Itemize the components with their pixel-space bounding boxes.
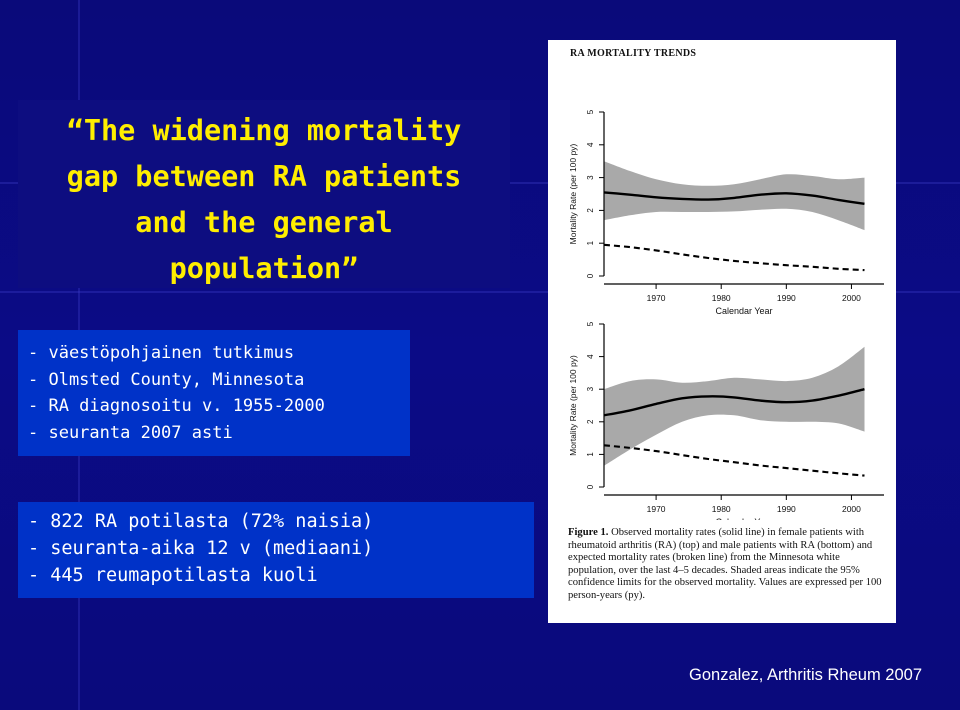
y-tick-label: 5 — [586, 321, 595, 326]
expected-rate-line — [603, 243, 865, 272]
x-tick-label: 1970 — [647, 504, 666, 514]
x-tick-label: 2000 — [842, 293, 861, 303]
y-tick-label: 4 — [586, 142, 595, 147]
x-tick-label: 2000 — [842, 504, 861, 514]
mortality-figure: RA MORTALITY TRENDS 0 1 2 3 4 5 1970 1980 1990 20… — [548, 40, 896, 623]
title-line: gap between RA patients — [66, 160, 462, 193]
study-results-box: - 822 RA potilasta (72% naisia) - seurant… — [18, 502, 534, 598]
title-box: “The widening mortality gap between RA p… — [18, 100, 510, 288]
caption-text: Observed mortality rates (solid line) in… — [568, 527, 882, 601]
x-tick-label: 1970 — [647, 293, 666, 303]
figure-caption: Figure 1. Observed mortality rates (soli… — [568, 527, 886, 603]
y-tick-label: 4 — [586, 354, 595, 359]
x-tick-label: 1990 — [777, 293, 796, 303]
y-axis-label: Mortality Rate (per 100 py) — [568, 144, 578, 245]
title-line: “The widening mortality — [66, 114, 462, 147]
x-tick-label: 1980 — [712, 504, 731, 514]
citation: Gonzalez, Arthritis Rheum 2007 — [689, 666, 922, 684]
confidence-band — [604, 346, 865, 466]
y-tick-label: 3 — [586, 175, 595, 180]
x-tick-label: 1990 — [777, 504, 796, 514]
confidence-band — [604, 161, 865, 231]
caption-label: Figure 1. — [568, 527, 609, 538]
mortality-charts: 0 1 2 3 4 5 1970 1980 1990 2000 Calendar Year Morta… — [568, 109, 884, 520]
observed-rate-line — [603, 388, 865, 417]
y-tick-label: 1 — [586, 240, 595, 245]
x-tick-label: 1980 — [712, 293, 731, 303]
title-line: population” — [169, 252, 359, 285]
y-tick-label: 5 — [586, 109, 595, 114]
y-axis-label: Mortality Rate (per 100 py) — [568, 355, 578, 456]
y-tick-label: 2 — [586, 419, 595, 424]
bullet-line: - 822 RA potilasta (72% naisia) — [28, 511, 374, 532]
bullet-line: - 445 reumapotilasta kuoli — [28, 565, 318, 586]
background-line — [0, 291, 960, 293]
figure-header: RA MORTALITY TRENDS — [570, 48, 697, 59]
x-axis-label: Calendar Year — [715, 517, 772, 520]
y-tick-label: 3 — [586, 386, 595, 391]
observed-rate-line — [603, 191, 865, 205]
y-tick-label: 0 — [586, 484, 595, 489]
y-tick-label: 2 — [586, 208, 595, 213]
title-line: and the general — [135, 206, 393, 239]
bullet-line: - seuranta-aika 12 v (mediaani) — [28, 538, 374, 559]
x-axis-label: Calendar Year — [715, 306, 772, 316]
bullet-line: - väestöpohjainen tutkimus — [28, 343, 295, 363]
slide-title: “The widening mortality gap between RA p… — [18, 100, 510, 292]
y-tick-label: 0 — [586, 273, 595, 278]
bullet-line: - Olmsted County, Minnesota — [28, 369, 305, 390]
expected-rate-line — [603, 444, 865, 477]
bullet-line: - RA diagnosoitu v. 1955-2000 — [28, 396, 325, 416]
y-tick-label: 1 — [586, 452, 595, 457]
bullet-line: - seuranta 2007 asti — [28, 422, 233, 443]
study-details-box: - väestöpohjainen tutkimus - Olmsted Coun… — [18, 330, 410, 456]
